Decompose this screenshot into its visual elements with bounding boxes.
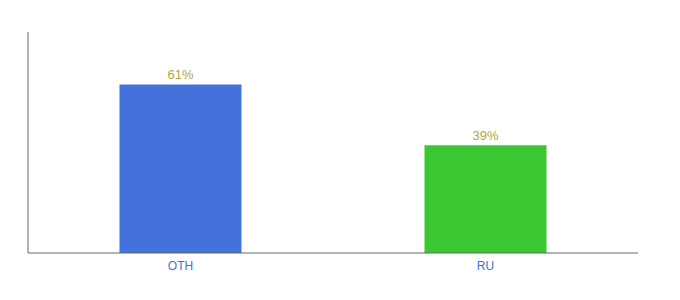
svg-text:OTH: OTH [168,259,193,273]
svg-text:61%: 61% [167,67,193,82]
svg-text:RU: RU [477,259,494,273]
svg-text:39%: 39% [472,128,498,143]
